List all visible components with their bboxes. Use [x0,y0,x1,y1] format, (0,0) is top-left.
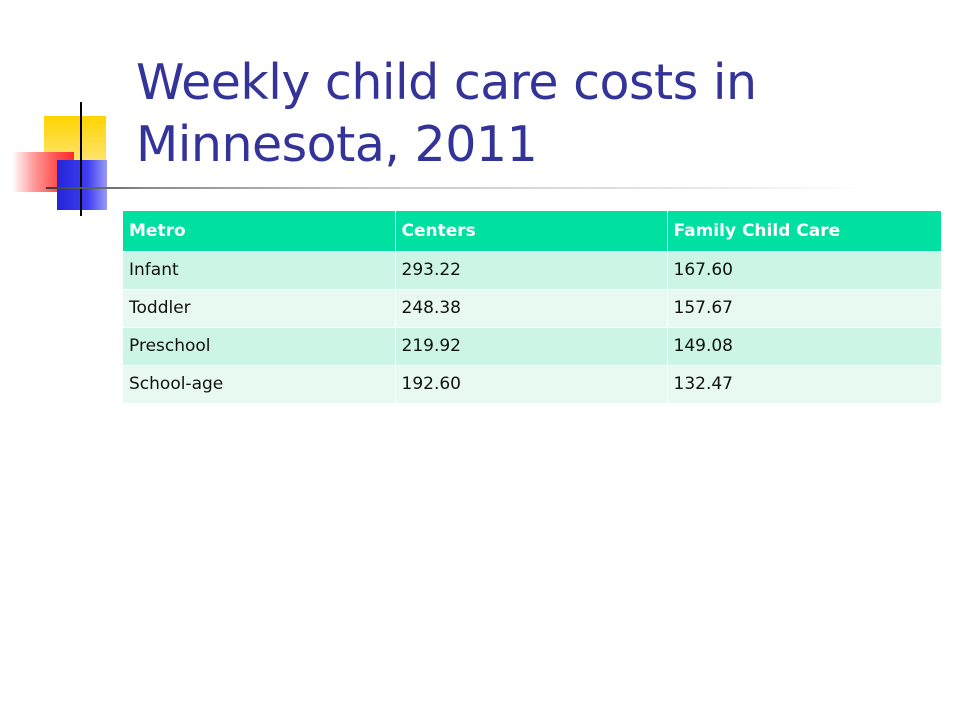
table-cell: Preschool [123,327,396,366]
decorative-vertical-line [80,102,82,216]
column-header: Metro [123,211,396,252]
table-cell: 192.60 [395,365,668,404]
column-header: Family Child Care [667,211,942,252]
table-cell: Toddler [123,289,396,328]
table-cell: Infant [123,251,396,290]
table-row: Infant 293.22 167.60 [123,251,942,290]
table-row: Toddler 248.38 157.67 [123,289,942,328]
column-header: Centers [395,211,668,252]
table-cell: School-age [123,365,396,404]
decorative-blue-square [57,160,107,210]
title-underline [46,187,866,189]
slide-title: Weekly child care costs in Minnesota, 20… [136,54,757,173]
table-cell: 132.47 [667,365,942,404]
table-cell: 157.67 [667,289,942,328]
table-cell: 293.22 [395,251,668,290]
table-cell: 167.60 [667,251,942,290]
table-cell: 149.08 [667,327,942,366]
table-cell: 248.38 [395,289,668,328]
table-header-row: Metro Centers Family Child Care [123,211,942,252]
table-cell: 219.92 [395,327,668,366]
table-row: Preschool 219.92 149.08 [123,327,942,366]
cost-table: Metro Centers Family Child Care Infant 2… [123,211,942,404]
table-row: School-age 192.60 132.47 [123,365,942,404]
